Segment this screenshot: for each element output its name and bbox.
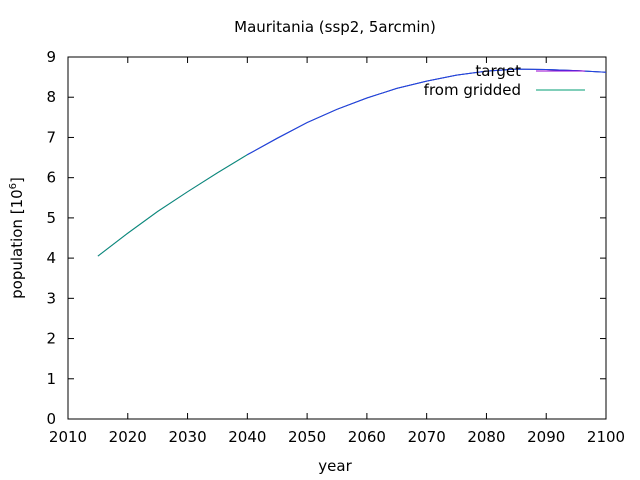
x-tick-label: 2080	[467, 428, 505, 446]
y-axis-label: population [106]	[8, 177, 26, 299]
y-tick-label: 0	[46, 410, 56, 428]
x-tick-label: 2030	[168, 428, 206, 446]
y-tick-label: 3	[46, 289, 56, 307]
x-axis-label: year	[318, 457, 352, 475]
x-tick-label: 2040	[228, 428, 266, 446]
y-tick-label: 5	[46, 209, 56, 227]
y-tick-label: 7	[46, 128, 56, 146]
plot-frame	[67, 56, 607, 420]
x-tick-label: 2100	[587, 428, 625, 446]
y-axis: 0 1 2 3 4 5 6 7 8 9	[46, 48, 606, 428]
series-overlap-line	[247, 68, 607, 156]
x-tick-label: 2060	[348, 428, 386, 446]
x-tick-label: 2090	[527, 428, 565, 446]
x-tick-label: 2020	[109, 428, 147, 446]
legend-label-1: target	[475, 62, 521, 80]
y-tick-label: 9	[46, 48, 56, 66]
series-line-2	[97, 68, 607, 257]
x-tick-label: 2070	[408, 428, 446, 446]
x-tick-label: 2010	[49, 428, 87, 446]
x-axis: 2010 2020 2030 2040 2050 2060 2070 2080 2090 2100	[49, 57, 625, 446]
legend-label-2: from gridded	[424, 81, 521, 99]
y-tick-label: 6	[46, 169, 56, 187]
y-tick-label: 8	[46, 88, 56, 106]
series-layer	[97, 68, 607, 257]
x-tick-label: 2050	[288, 428, 326, 446]
y-tick-label: 1	[46, 370, 56, 388]
series-line-1	[97, 68, 607, 257]
y-tick-label: 2	[46, 330, 56, 348]
chart-title: Mauritania (ssp2, 5arcmin)	[234, 18, 436, 36]
y-tick-label: 4	[46, 249, 56, 267]
